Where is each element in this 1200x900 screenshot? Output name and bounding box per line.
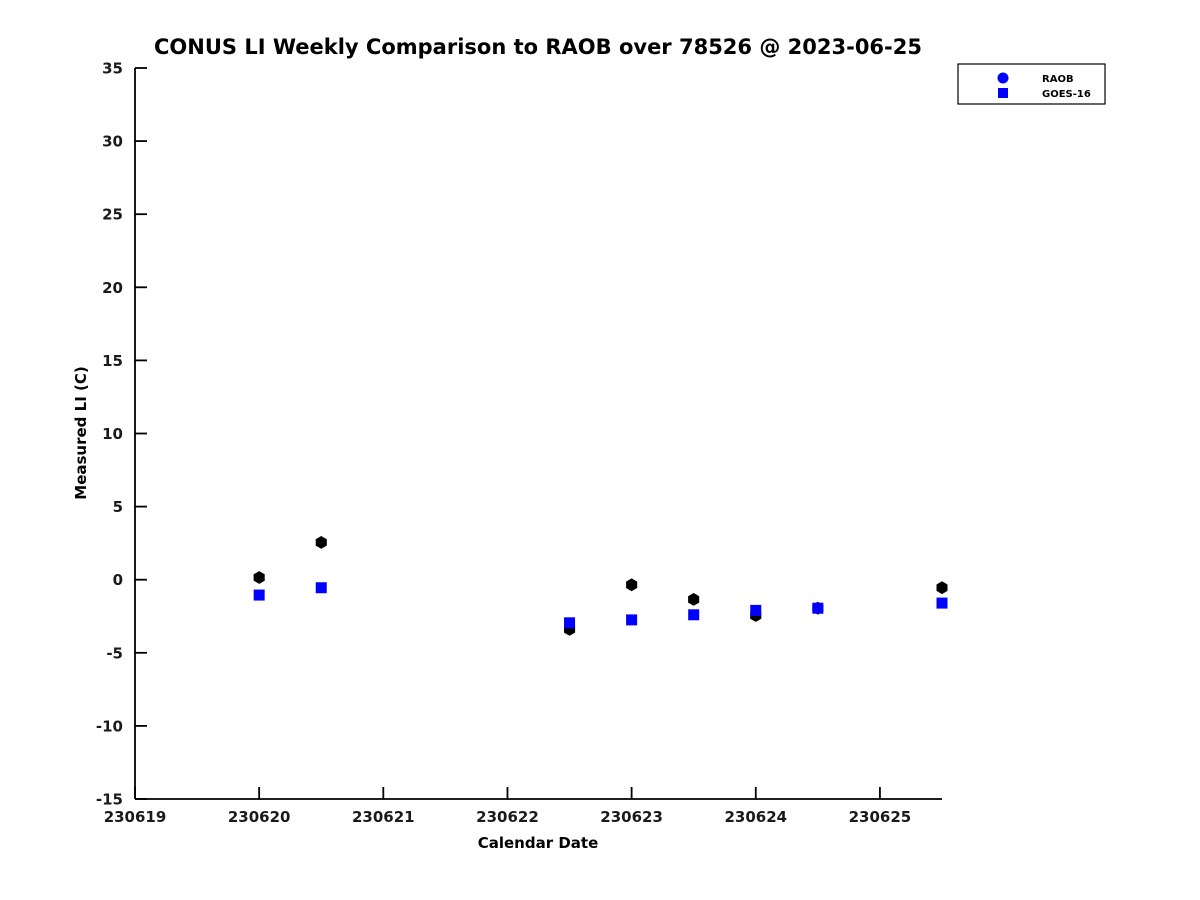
y-tick-label: 30 bbox=[102, 133, 123, 151]
data-point-goes-16 bbox=[564, 617, 576, 629]
data-point-goes-16 bbox=[315, 582, 327, 594]
data-point-goes-16 bbox=[253, 589, 265, 601]
plot-area: -15 -10 -5 0 5 10 15 20 25 30 35 230619 230620 230621… bbox=[96, 60, 948, 826]
y-tick-label: 35 bbox=[102, 60, 123, 78]
data-point-raob bbox=[315, 536, 327, 549]
y-tick-label: -5 bbox=[106, 644, 123, 662]
data-point-goes-16 bbox=[688, 609, 700, 621]
y-axis-label: Measured LI (C) bbox=[72, 366, 90, 499]
x-tick-label: 230625 bbox=[849, 808, 912, 826]
legend-box bbox=[957, 63, 1106, 105]
legend-marker-goes-16 bbox=[998, 88, 1008, 98]
legend-marker-raob bbox=[997, 72, 1009, 84]
data-point-goes-16 bbox=[750, 604, 762, 616]
data-point-raob bbox=[936, 581, 948, 595]
legend: RAOB GOES-16 bbox=[957, 63, 1106, 105]
x-tick-label: 230623 bbox=[600, 808, 663, 826]
x-tick-label: 230621 bbox=[352, 808, 415, 826]
x-tick-label: 230622 bbox=[476, 808, 539, 826]
y-tick-label: 25 bbox=[102, 206, 123, 224]
legend-label: RAOB bbox=[1042, 74, 1074, 85]
y-tick-label: -10 bbox=[96, 717, 123, 735]
y-tick-label: 0 bbox=[113, 571, 123, 589]
y-tick-label: 5 bbox=[113, 498, 123, 516]
data-point-goes-16 bbox=[626, 614, 638, 626]
x-axis-label: Calendar Date bbox=[478, 834, 599, 852]
data-point-raob bbox=[688, 593, 700, 606]
x-tick-label: 230624 bbox=[724, 808, 787, 826]
chart-title: CONUS LI Weekly Comparison to RAOB over … bbox=[154, 35, 922, 59]
data-point-goes-16 bbox=[812, 602, 824, 614]
data-point-goes-16 bbox=[936, 597, 948, 609]
y-tick-label: 10 bbox=[102, 425, 123, 443]
x-tick-label: 230620 bbox=[228, 808, 291, 826]
x-tick-label: 230619 bbox=[104, 808, 167, 826]
data-point-raob bbox=[626, 578, 638, 592]
data-point-raob bbox=[253, 571, 265, 584]
legend-label: GOES-16 bbox=[1042, 89, 1091, 100]
y-tick-label: 15 bbox=[102, 352, 123, 370]
y-tick-label: -15 bbox=[96, 791, 123, 809]
y-tick-label: 20 bbox=[102, 279, 123, 297]
